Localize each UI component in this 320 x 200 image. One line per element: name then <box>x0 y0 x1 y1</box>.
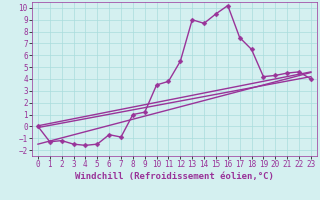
X-axis label: Windchill (Refroidissement éolien,°C): Windchill (Refroidissement éolien,°C) <box>75 172 274 181</box>
